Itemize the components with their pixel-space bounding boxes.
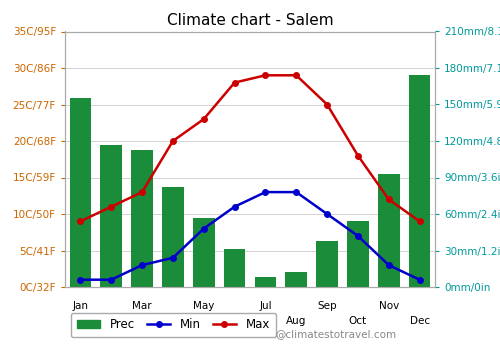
Text: Feb: Feb xyxy=(102,316,120,326)
Bar xyxy=(100,145,122,287)
Bar xyxy=(193,218,214,287)
Text: Aug: Aug xyxy=(286,316,306,326)
Text: Mar: Mar xyxy=(132,301,152,311)
Bar xyxy=(254,277,276,287)
Text: May: May xyxy=(193,301,214,311)
Bar xyxy=(132,149,153,287)
Text: Dec: Dec xyxy=(410,316,430,326)
Bar xyxy=(286,272,307,287)
Text: Sep: Sep xyxy=(318,301,337,311)
Bar xyxy=(409,75,430,287)
Text: @climatestotravel.com: @climatestotravel.com xyxy=(275,329,396,340)
Text: Apr: Apr xyxy=(164,316,182,326)
Text: Jun: Jun xyxy=(226,316,242,326)
Text: Nov: Nov xyxy=(378,301,399,311)
Bar xyxy=(70,98,91,287)
Bar xyxy=(224,249,246,287)
Bar xyxy=(316,241,338,287)
Text: Jul: Jul xyxy=(259,301,272,311)
Legend: Prec, Min, Max: Prec, Min, Max xyxy=(71,313,276,337)
Text: Oct: Oct xyxy=(349,316,367,326)
Title: Climate chart - Salem: Climate chart - Salem xyxy=(166,13,334,28)
Bar xyxy=(162,187,184,287)
Bar xyxy=(347,221,368,287)
Text: Jan: Jan xyxy=(72,301,88,311)
Bar xyxy=(378,174,400,287)
